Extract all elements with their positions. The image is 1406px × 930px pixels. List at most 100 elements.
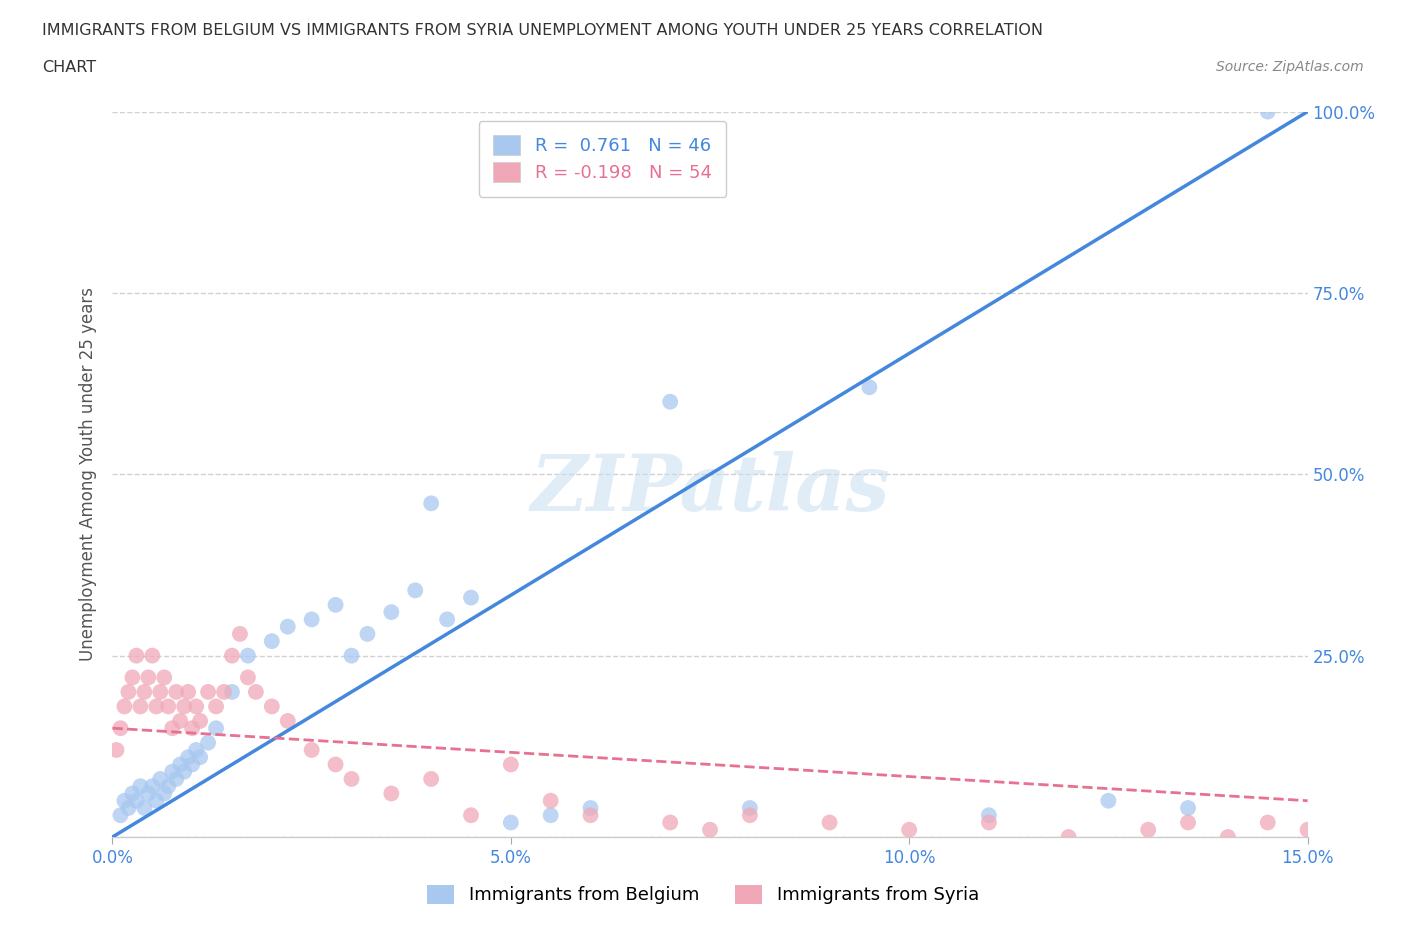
Point [205, 699, 228, 714]
Point [165, 772, 187, 787]
Point [540, 793, 562, 808]
Point [157, 778, 180, 793]
Point [499, 815, 522, 830]
Point [121, 786, 143, 801]
Point [181, 721, 204, 736]
Legend: R =  0.761   N = 46, R = -0.198   N = 54: R = 0.761 N = 46, R = -0.198 N = 54 [479, 121, 725, 196]
Point [245, 684, 267, 699]
Point [301, 612, 323, 627]
Point [404, 583, 426, 598]
Point [340, 772, 363, 787]
Point [699, 822, 721, 837]
Point [141, 778, 163, 793]
Point [659, 815, 682, 830]
Point [186, 699, 208, 714]
Point [420, 496, 443, 511]
Point [114, 699, 135, 714]
Point [145, 699, 167, 714]
Point [1312, 830, 1334, 844]
Point [460, 808, 482, 823]
Point [977, 815, 1000, 830]
Point [169, 713, 191, 728]
Point [818, 815, 841, 830]
Point [858, 379, 880, 394]
Point [301, 742, 323, 757]
Point [579, 808, 602, 823]
Point [134, 684, 156, 699]
Point [129, 699, 152, 714]
Point [134, 801, 156, 816]
Point [277, 713, 299, 728]
Text: CHART: CHART [42, 60, 96, 75]
Point [1177, 815, 1199, 830]
Point [177, 750, 200, 764]
Point [356, 627, 378, 642]
Point [181, 757, 204, 772]
Point [277, 619, 299, 634]
Point [153, 670, 176, 684]
Point [212, 684, 235, 699]
Point [197, 684, 219, 699]
Point [738, 808, 761, 823]
Point [380, 786, 402, 801]
Point [165, 684, 187, 699]
Point [125, 648, 148, 663]
Point [380, 604, 402, 619]
Point [145, 793, 167, 808]
Point [1097, 793, 1119, 808]
Point [898, 822, 921, 837]
Point [149, 772, 172, 787]
Point [1257, 815, 1279, 830]
Point [221, 684, 243, 699]
Point [260, 633, 283, 648]
Point [738, 801, 761, 816]
Point [340, 648, 363, 663]
Point [177, 684, 200, 699]
Point [138, 670, 160, 684]
Point [236, 648, 259, 663]
Point [229, 627, 252, 642]
Point [659, 394, 682, 409]
Point [117, 684, 139, 699]
Point [153, 786, 176, 801]
Point [236, 670, 259, 684]
Point [141, 648, 163, 663]
Point [105, 742, 128, 757]
Point [114, 793, 135, 808]
Point [173, 699, 195, 714]
Point [1057, 830, 1080, 844]
Point [205, 721, 228, 736]
Point [125, 793, 148, 808]
Point [977, 808, 1000, 823]
Point [188, 750, 211, 764]
Point [129, 778, 152, 793]
Point [460, 591, 482, 605]
Point [1336, 815, 1358, 830]
Point [162, 764, 183, 779]
Point [1216, 830, 1239, 844]
Y-axis label: Unemployment Among Youth under 25 years: Unemployment Among Youth under 25 years [79, 287, 97, 661]
Point [436, 612, 458, 627]
Point [157, 699, 180, 714]
Point [325, 597, 347, 612]
Point [188, 713, 211, 728]
Point [260, 699, 283, 714]
Point [499, 757, 522, 772]
Point [138, 786, 160, 801]
Point [173, 764, 195, 779]
Point [149, 684, 172, 699]
Point [1177, 801, 1199, 816]
Point [1257, 104, 1279, 119]
Point [221, 648, 243, 663]
Point [117, 801, 139, 816]
Point [540, 808, 562, 823]
Legend: Immigrants from Belgium, Immigrants from Syria: Immigrants from Belgium, Immigrants from… [420, 878, 986, 911]
Point [1296, 822, 1319, 837]
Text: Source: ZipAtlas.com: Source: ZipAtlas.com [1216, 60, 1364, 74]
Point [110, 808, 132, 823]
Point [420, 772, 443, 787]
Text: IMMIGRANTS FROM BELGIUM VS IMMIGRANTS FROM SYRIA UNEMPLOYMENT AMONG YOUTH UNDER : IMMIGRANTS FROM BELGIUM VS IMMIGRANTS FR… [42, 23, 1043, 38]
Point [186, 742, 208, 757]
Point [1137, 822, 1160, 837]
Text: ZIPatlas: ZIPatlas [530, 450, 890, 527]
